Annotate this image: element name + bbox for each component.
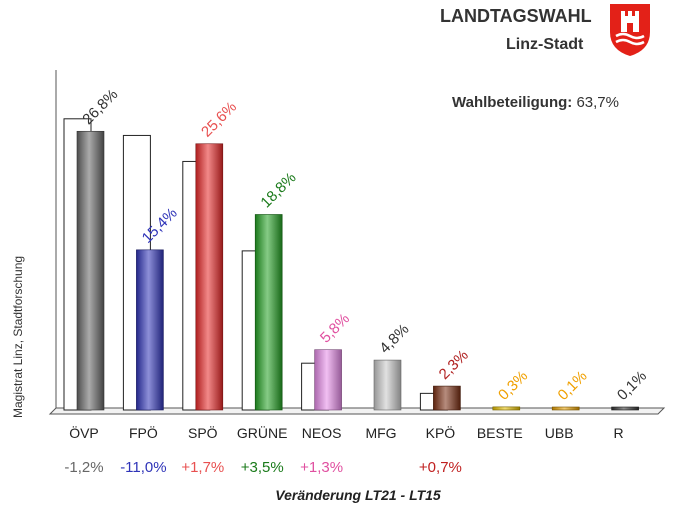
category-label-2: SPÖ <box>188 424 218 441</box>
bar-lt21-8 <box>551 406 580 411</box>
data-label-7: 0,3% <box>495 368 531 404</box>
bar-lt21-1 <box>136 249 164 411</box>
header-title: LANDTAGSWAHL <box>440 6 592 26</box>
change-label-0: -1,2% <box>64 459 103 476</box>
bar-lt21-9 <box>611 406 639 411</box>
category-label-7: BESTE <box>477 425 523 441</box>
source-label: Magistrat Linz, Stadtforschung <box>11 256 25 418</box>
change-label-6: +0,7% <box>419 459 462 476</box>
category-label-8: UBB <box>545 425 574 441</box>
bar-lt21-2 <box>195 143 224 411</box>
x-axis-label: Veränderung LT21 - LT15 <box>275 487 441 503</box>
linz-coat-of-arms-icon <box>610 4 650 56</box>
data-label-3: 18,8% <box>258 169 300 211</box>
turnout-label: Wahlbeteiligung: <box>452 94 573 111</box>
bar-lt21-3 <box>254 214 283 411</box>
change-label-4: +1,3% <box>300 459 343 476</box>
bar-lt21-4 <box>314 349 342 411</box>
turnout-value: 63,7% <box>576 94 619 111</box>
bar-lt21-6 <box>433 385 461 411</box>
bar-lt21-5 <box>373 359 402 411</box>
data-label-6: 2,3% <box>436 347 472 383</box>
category-label-4: NEOS <box>302 425 342 441</box>
data-label-9: 0,1% <box>614 368 650 404</box>
header-subtitle: Linz-Stadt <box>506 36 584 53</box>
data-label-8: 0,1% <box>555 368 591 404</box>
category-label-9: R <box>614 425 624 441</box>
data-label-2: 25,6% <box>198 98 240 140</box>
category-label-5: MFG <box>365 425 396 441</box>
change-label-3: +3,5% <box>241 459 284 476</box>
data-label-5: 4,8% <box>376 321 412 357</box>
data-label-0: 26,8% <box>79 86 121 128</box>
bar-lt21-7 <box>492 406 521 411</box>
category-label-6: KPÖ <box>426 424 456 441</box>
category-label-0: ÖVP <box>69 424 99 441</box>
category-label-1: FPÖ <box>129 424 158 441</box>
turnout: Wahlbeteiligung: 63,7% <box>452 94 619 111</box>
data-label-4: 5,8% <box>317 310 353 346</box>
bar-lt21-0 <box>76 130 105 411</box>
change-label-1: -11,0% <box>120 459 166 476</box>
change-label-2: +1,7% <box>181 459 224 476</box>
category-label-3: GRÜNE <box>237 424 288 441</box>
